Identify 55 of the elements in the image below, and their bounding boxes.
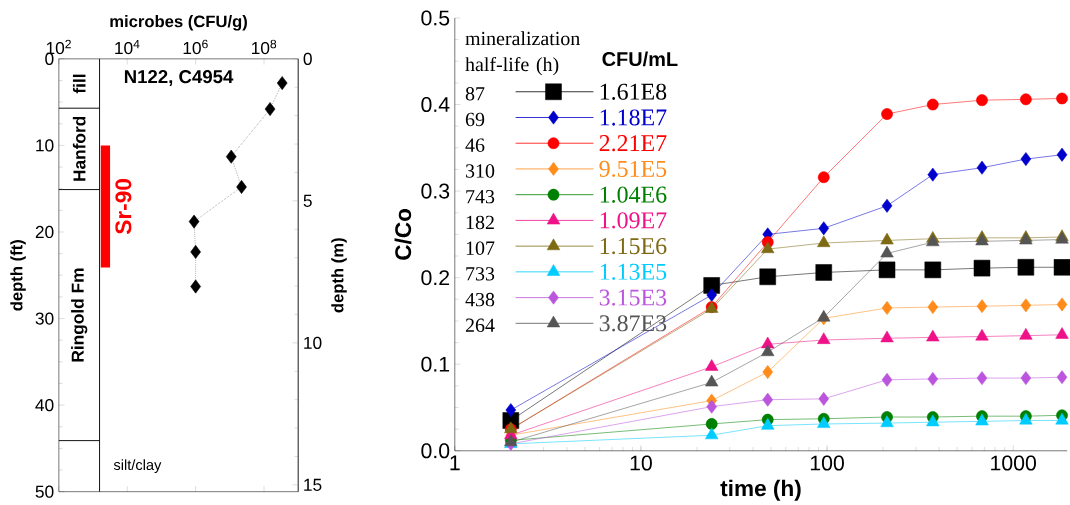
annotation: 182 [466,215,494,230]
legend-label: 1.61E8 [600,83,667,100]
y-tick-label: 40 [35,398,54,412]
legend-label: 1.18E7 [600,109,667,126]
annotation: 87 [465,86,485,101]
legend-label: 1.13E5 [600,263,667,280]
x-tick-label: 10 [630,455,652,471]
annotation: 733 [466,267,495,281]
y-tick-label: 0.2 [421,270,450,286]
text: Sr-90 [115,179,132,234]
y2-tick-label: 10 [304,336,322,349]
y-tick-label: 30 [35,312,54,325]
annotation: Hanford [72,116,86,181]
y-axis-title: C/Co [394,208,412,260]
annotation: Ringold Fm [71,268,88,362]
annotation: 107 [466,241,495,255]
legend-label: 1.09E7 [600,212,667,229]
y-tick-label: 0.3 [421,183,450,199]
legend-label: 1.15E6 [600,237,667,255]
x-tick-label: 100 [810,455,844,471]
annotation: 69 [465,112,485,127]
annotation: 46 [465,138,485,152]
legend-title: CFU/mL [602,51,678,67]
text: N122, C4954 [124,69,234,86]
y2-tick-label: 5 [303,194,312,207]
y-tick-label: 50 [35,485,54,498]
annotation: 310 [466,164,495,178]
legend-label: 3.15E3 [599,289,667,306]
legend-label: 2.21E7 [599,135,667,152]
x-tick-label: 1000 [991,455,1036,471]
x-tick-label: 10$^{6}$ [183,39,208,55]
y-tick-label: 0.1 [421,356,450,372]
x-axis-title: time (h) [720,479,801,501]
annotation: 743 [466,189,495,204]
x-tick-label: 10$^{8}$ [252,39,277,55]
y-axis-title: depth (ft) [10,240,26,311]
y-tick-label: 0.5 [421,10,450,26]
y2-tick-label: 0 [303,52,312,65]
y2-axis-title: depth (m) [331,238,347,313]
legend-label: 1.04E6 [600,186,667,203]
x-tick-label: 10$^{4}$ [115,39,140,55]
legend-label: 9.51E5 [599,160,667,177]
legend-label: 3.87E3 [599,315,667,332]
y-tick-label: 10 [36,139,54,152]
y2-tick-label: 15 [304,478,322,491]
annotation: 264 [465,318,495,332]
x-tick-label: 1 [450,455,460,471]
annotation: mineralization half-life (h) [465,31,580,76]
y-tick-label: 0.4 [421,96,450,112]
y-tick-label: 20 [35,225,54,239]
annotation: fill [72,74,86,94]
x-axis-title: microbes (CFU/g) [110,14,247,31]
annotation: 438 [465,292,495,307]
y-tick-label: 0.0 [421,443,450,459]
annotation: silt/clay [113,459,162,473]
